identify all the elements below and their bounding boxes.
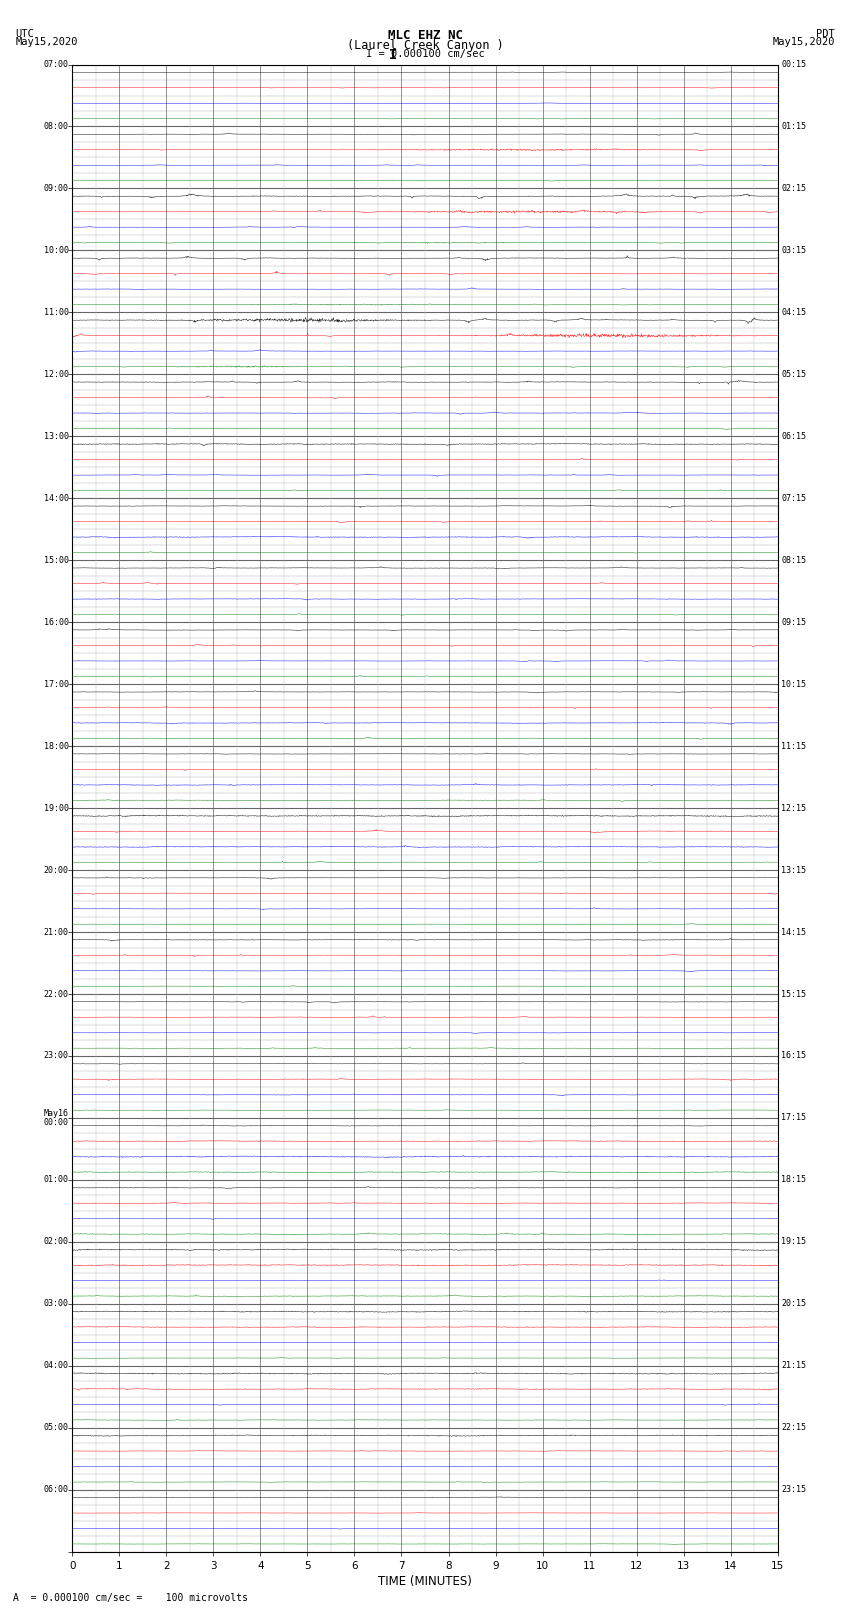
Text: MLC EHZ NC: MLC EHZ NC: [388, 29, 462, 42]
Text: 21:15: 21:15: [781, 1361, 807, 1371]
Text: 08:15: 08:15: [781, 556, 807, 565]
Text: I = 0.000100 cm/sec: I = 0.000100 cm/sec: [366, 50, 484, 60]
Text: 15:15: 15:15: [781, 989, 807, 998]
Text: 03:00: 03:00: [43, 1300, 69, 1308]
Text: 12:00: 12:00: [43, 369, 69, 379]
Text: 08:00: 08:00: [43, 123, 69, 131]
Text: 09:00: 09:00: [43, 184, 69, 194]
Text: 12:15: 12:15: [781, 803, 807, 813]
Text: 21:00: 21:00: [43, 927, 69, 937]
Text: May16: May16: [43, 1110, 69, 1118]
Text: 23:15: 23:15: [781, 1486, 807, 1494]
Text: 18:00: 18:00: [43, 742, 69, 750]
Text: UTC: UTC: [15, 29, 34, 39]
Text: 17:00: 17:00: [43, 679, 69, 689]
Text: 13:00: 13:00: [43, 432, 69, 440]
Text: 00:00: 00:00: [43, 1118, 69, 1127]
Text: (Laurel Creek Canyon ): (Laurel Creek Canyon ): [347, 39, 503, 52]
Text: 01:15: 01:15: [781, 123, 807, 131]
Text: 10:00: 10:00: [43, 245, 69, 255]
Text: 02:00: 02:00: [43, 1237, 69, 1247]
Text: 17:15: 17:15: [781, 1113, 807, 1123]
Text: I: I: [389, 47, 398, 61]
Text: 22:15: 22:15: [781, 1423, 807, 1432]
Text: 18:15: 18:15: [781, 1176, 807, 1184]
Text: 07:15: 07:15: [781, 494, 807, 503]
Text: 07:00: 07:00: [43, 60, 69, 69]
Text: 19:00: 19:00: [43, 803, 69, 813]
Text: 14:00: 14:00: [43, 494, 69, 503]
Text: 22:00: 22:00: [43, 989, 69, 998]
Text: 16:00: 16:00: [43, 618, 69, 627]
Text: 01:00: 01:00: [43, 1176, 69, 1184]
Text: 20:00: 20:00: [43, 866, 69, 874]
Text: 05:15: 05:15: [781, 369, 807, 379]
Text: May15,2020: May15,2020: [772, 37, 835, 47]
Text: 15:00: 15:00: [43, 556, 69, 565]
Text: 04:15: 04:15: [781, 308, 807, 316]
Text: 04:00: 04:00: [43, 1361, 69, 1371]
Text: 02:15: 02:15: [781, 184, 807, 194]
Text: 16:15: 16:15: [781, 1052, 807, 1060]
Text: 09:15: 09:15: [781, 618, 807, 627]
Text: 06:15: 06:15: [781, 432, 807, 440]
Text: 20:15: 20:15: [781, 1300, 807, 1308]
Text: 11:15: 11:15: [781, 742, 807, 750]
Text: 23:00: 23:00: [43, 1052, 69, 1060]
X-axis label: TIME (MINUTES): TIME (MINUTES): [378, 1574, 472, 1587]
Text: PDT: PDT: [816, 29, 835, 39]
Text: May15,2020: May15,2020: [15, 37, 78, 47]
Text: 13:15: 13:15: [781, 866, 807, 874]
Text: 14:15: 14:15: [781, 927, 807, 937]
Text: 05:00: 05:00: [43, 1423, 69, 1432]
Text: 10:15: 10:15: [781, 679, 807, 689]
Text: 19:15: 19:15: [781, 1237, 807, 1247]
Text: 00:15: 00:15: [781, 60, 807, 69]
Text: 11:00: 11:00: [43, 308, 69, 316]
Text: 03:15: 03:15: [781, 245, 807, 255]
Text: A  = 0.000100 cm/sec =    100 microvolts: A = 0.000100 cm/sec = 100 microvolts: [13, 1594, 247, 1603]
Text: 06:00: 06:00: [43, 1486, 69, 1494]
